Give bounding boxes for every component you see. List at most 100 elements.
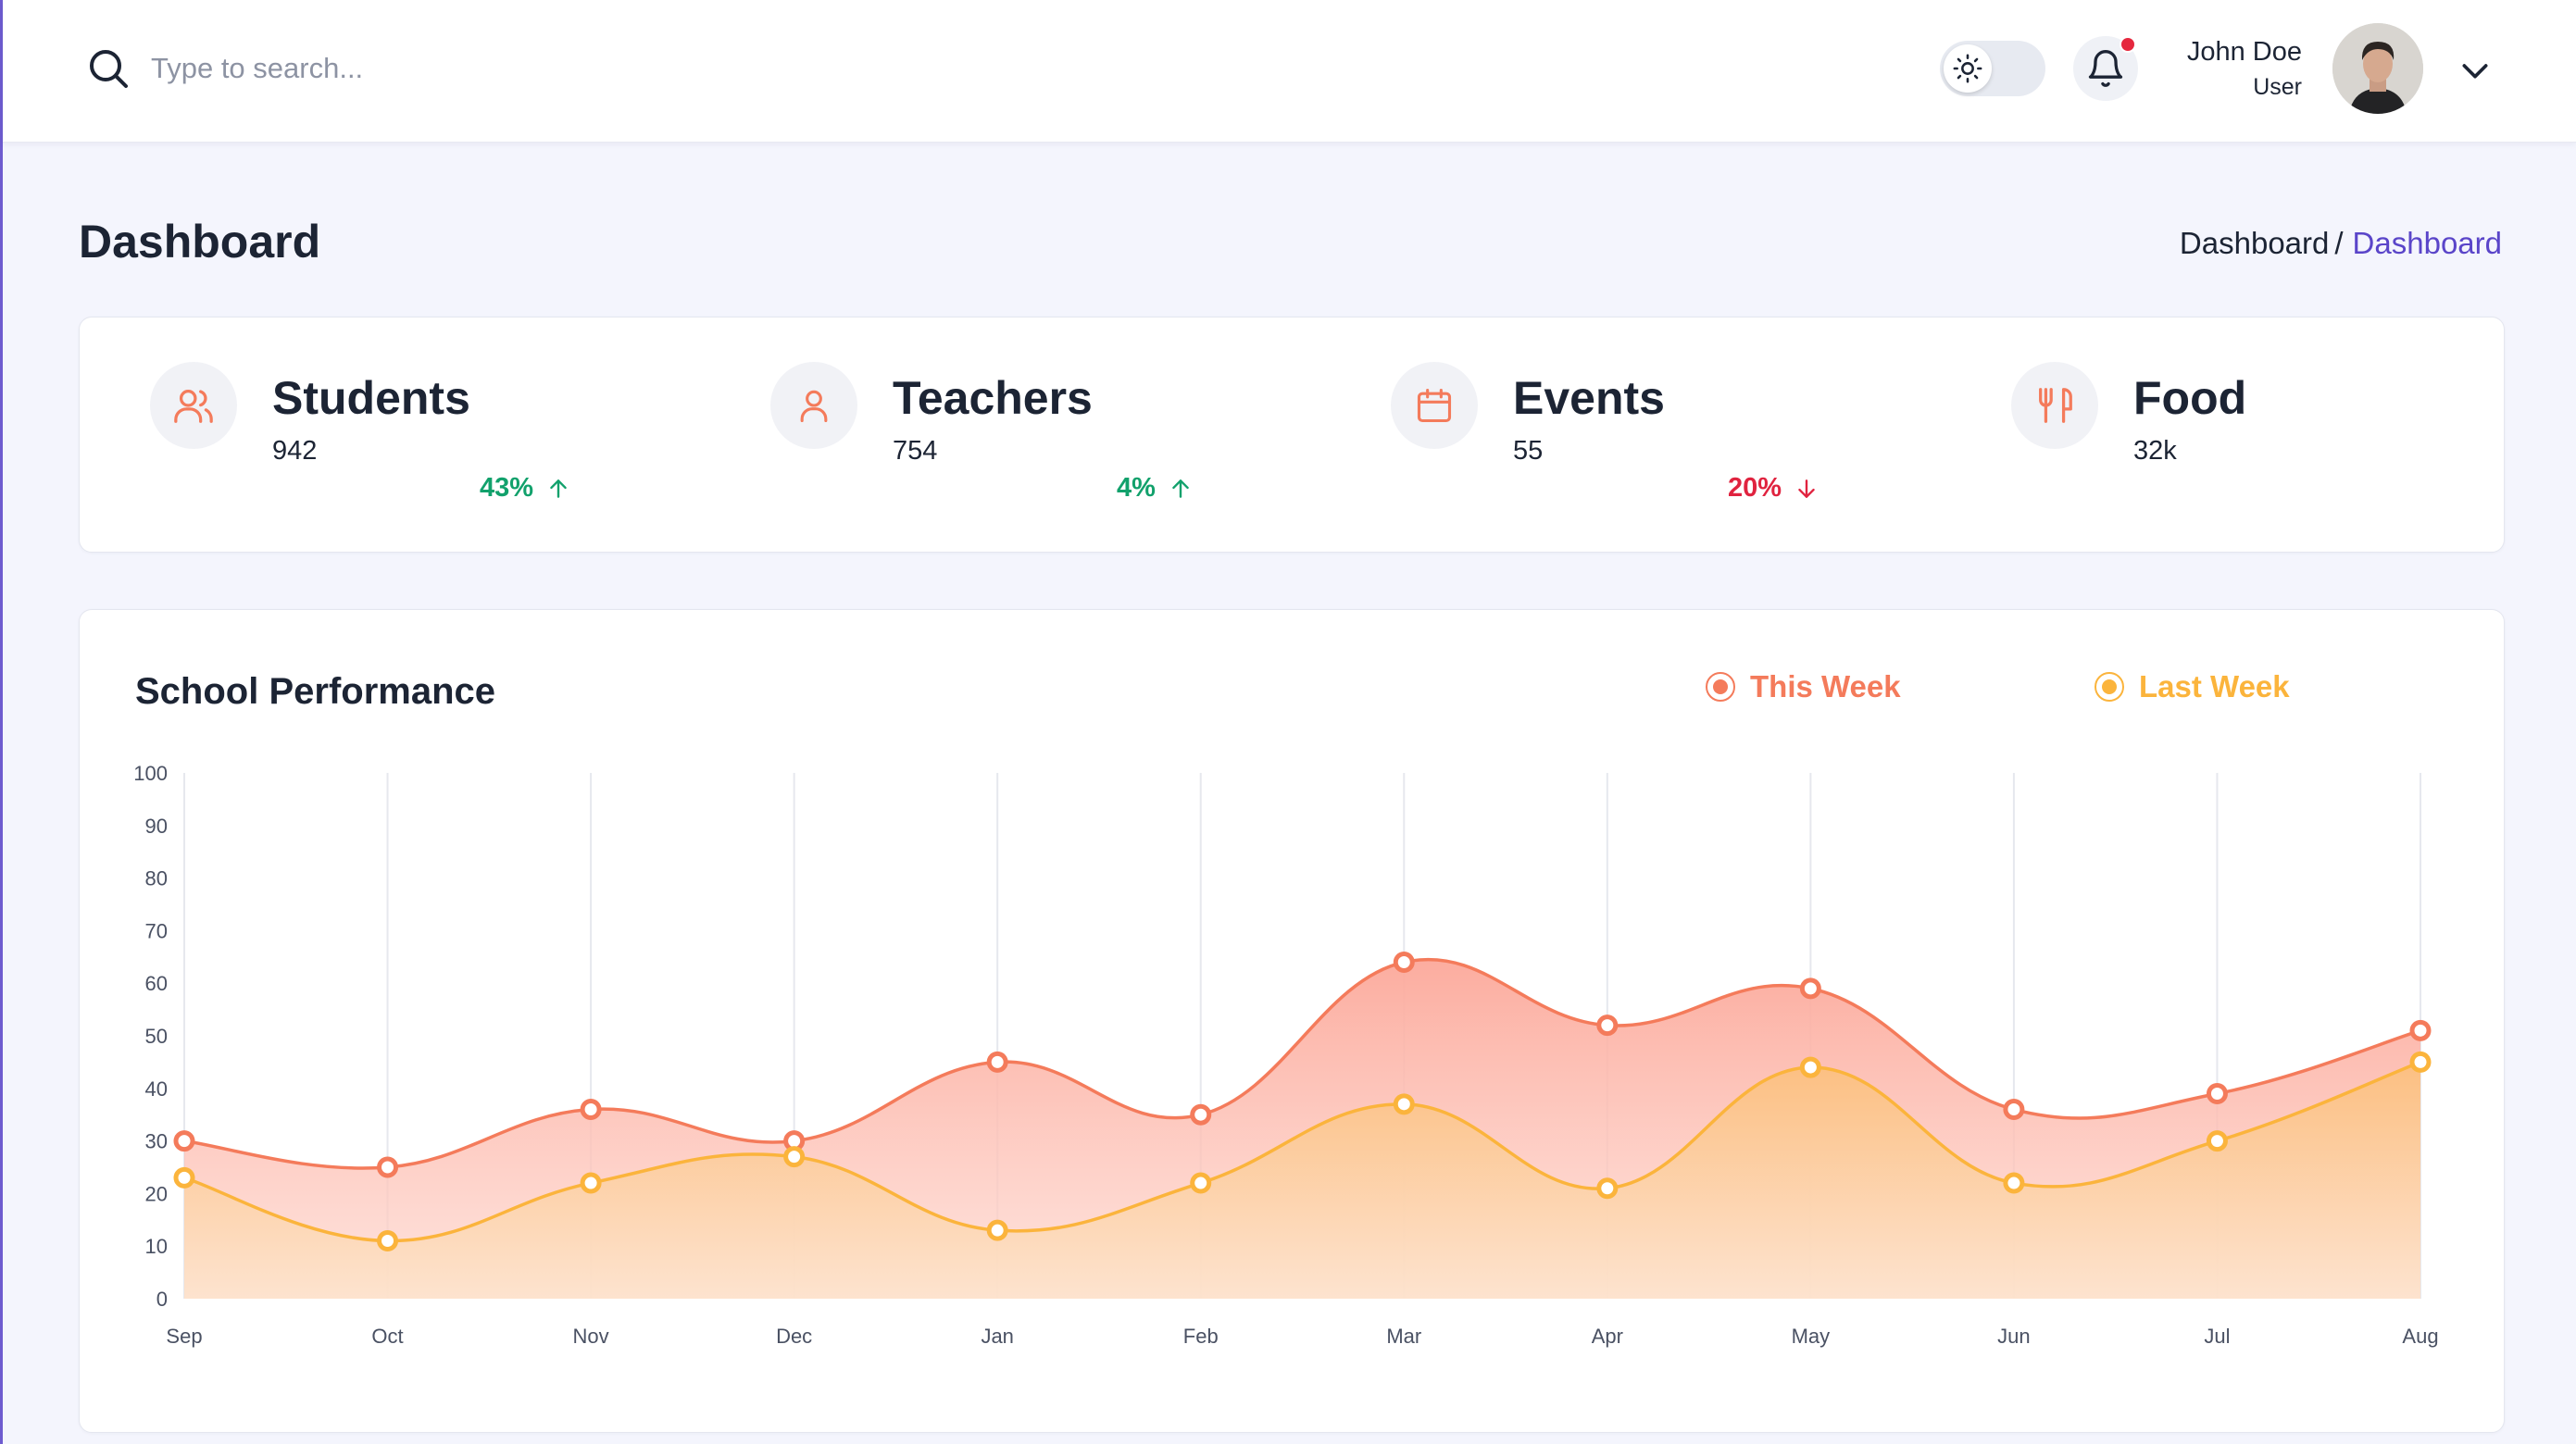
data-point-this-week[interactable] [1393, 951, 1415, 973]
stat-trend: 43% [480, 473, 570, 504]
data-point-this-week[interactable] [2409, 1019, 2432, 1041]
data-point-this-week[interactable] [1190, 1103, 1212, 1126]
x-tick-label: Sep [166, 1325, 202, 1348]
y-tick-label: 0 [156, 1288, 168, 1311]
data-point-last-week[interactable] [2003, 1172, 2025, 1194]
stat-label: Events [1513, 372, 1665, 424]
area-chart: 0 10 20 30 40 50 60 70 80 90 100 Sep Oct Nov Dec Jan Feb… [133, 762, 2438, 1348]
page-title: Dashboard [79, 216, 321, 268]
x-tick-label: Nov [573, 1325, 609, 1348]
chevron-down-icon[interactable] [2457, 52, 2494, 89]
calendar-icon [1417, 388, 1452, 423]
user-role: User [2253, 74, 2302, 100]
y-tick-label: 90 [145, 815, 168, 838]
top-bar: John Doe User [3, 0, 2576, 143]
performance-chart-card: School Performance This Week Last Week 0… [79, 609, 2505, 1433]
stat-icon-wrap [2011, 362, 2098, 449]
arrow-down-icon [1798, 479, 1815, 498]
data-point-last-week[interactable] [986, 1219, 1008, 1241]
y-tick-label: 40 [145, 1077, 168, 1101]
trend-value: 4% [1117, 473, 1156, 503]
data-point-last-week[interactable] [377, 1230, 399, 1252]
stats-card: Students 942 43% Teachers 754 4% Events … [79, 317, 2505, 553]
legend-label: This Week [1750, 669, 1901, 703]
y-tick-label: 80 [145, 867, 168, 890]
stat-events[interactable]: Events 55 20% [1320, 317, 1922, 554]
stat-teachers[interactable]: Teachers 754 4% [700, 317, 1302, 554]
toggle-knob[interactable] [1944, 44, 1992, 93]
x-tick-label: Mar [1386, 1325, 1421, 1348]
data-point-this-week[interactable] [173, 1130, 195, 1152]
user-name: John Doe [2186, 37, 2302, 67]
stat-icon-wrap [770, 362, 857, 449]
search-input[interactable] [151, 41, 707, 96]
data-point-last-week[interactable] [1190, 1172, 1212, 1194]
y-tick-label: 60 [145, 972, 168, 995]
sun-icon [1953, 54, 1982, 83]
y-tick-label: 50 [145, 1025, 168, 1048]
breadcrumb-separator: / [2334, 226, 2344, 260]
bell-icon [2088, 50, 2123, 87]
data-point-last-week[interactable] [2206, 1130, 2228, 1152]
x-tick-label: Jul [2204, 1325, 2230, 1348]
stat-label: Food [2133, 372, 2247, 424]
stat-food[interactable]: Food 32k [1941, 317, 2543, 554]
stat-value: 32k [2133, 436, 2177, 466]
legend-marker [2095, 672, 2124, 702]
theme-toggle[interactable] [1940, 41, 2045, 96]
data-point-this-week[interactable] [1596, 1015, 1619, 1037]
notification-dot [2120, 36, 2136, 53]
user-icon [800, 390, 828, 423]
data-point-this-week[interactable] [986, 1051, 1008, 1073]
stat-icon-wrap [1391, 362, 1478, 449]
x-tick-label: Aug [2402, 1325, 2438, 1348]
data-point-this-week[interactable] [2003, 1099, 2025, 1121]
stat-icon-wrap [150, 362, 237, 449]
data-point-this-week[interactable] [1799, 977, 1821, 1000]
y-tick-label: 100 [133, 762, 168, 785]
data-point-last-week[interactable] [2409, 1051, 2432, 1073]
y-tick-label: 70 [145, 919, 168, 942]
legend-this-week[interactable]: This Week [1706, 669, 1901, 704]
legend-marker [1706, 672, 1735, 702]
data-point-this-week[interactable] [2206, 1082, 2228, 1104]
data-point-last-week[interactable] [1799, 1056, 1821, 1078]
stat-label: Students [272, 372, 470, 424]
series-line-this-week [183, 957, 2421, 1170]
x-tick-label: Jan [981, 1325, 1013, 1348]
data-point-last-week[interactable] [580, 1172, 602, 1194]
x-tick-label: Apr [1592, 1325, 1623, 1348]
avatar-image [2332, 23, 2423, 114]
x-tick-label: May [1792, 1325, 1831, 1348]
data-point-this-week[interactable] [580, 1099, 602, 1121]
legend-label: Last Week [2139, 669, 2290, 703]
chart-title: School Performance [135, 671, 496, 712]
data-point-last-week[interactable] [1596, 1177, 1619, 1200]
y-tick-label: 10 [145, 1235, 168, 1258]
stat-trend: 20% [1728, 473, 1819, 504]
search-icon[interactable] [86, 46, 131, 91]
x-tick-label: Feb [1183, 1325, 1219, 1348]
utensils-icon [2039, 388, 2072, 423]
arrow-up-icon [1172, 479, 1189, 498]
breadcrumb-item-current[interactable]: Dashboard [2352, 226, 2502, 260]
x-tick-label: Dec [776, 1325, 812, 1348]
data-point-this-week[interactable] [377, 1156, 399, 1178]
stat-students[interactable]: Students 942 43% [80, 317, 682, 554]
users-icon [174, 390, 213, 423]
data-point-last-week[interactable] [1393, 1093, 1415, 1115]
data-point-last-week[interactable] [783, 1146, 806, 1168]
stat-value: 754 [893, 436, 938, 466]
series-line-last-week [183, 1060, 2421, 1243]
series-area-last-week [184, 1062, 2420, 1299]
trend-value: 20% [1728, 473, 1782, 503]
legend-last-week[interactable]: Last Week [2095, 669, 2290, 704]
notifications-button[interactable] [2073, 36, 2138, 101]
y-tick-label: 30 [145, 1130, 168, 1153]
stat-label: Teachers [893, 372, 1093, 424]
avatar[interactable] [2332, 23, 2423, 114]
breadcrumb: Dashboard / Dashboard [2180, 226, 2502, 261]
breadcrumb-item-home[interactable]: Dashboard [2179, 226, 2330, 260]
data-point-last-week[interactable] [173, 1166, 195, 1189]
trend-value: 43% [480, 473, 534, 503]
